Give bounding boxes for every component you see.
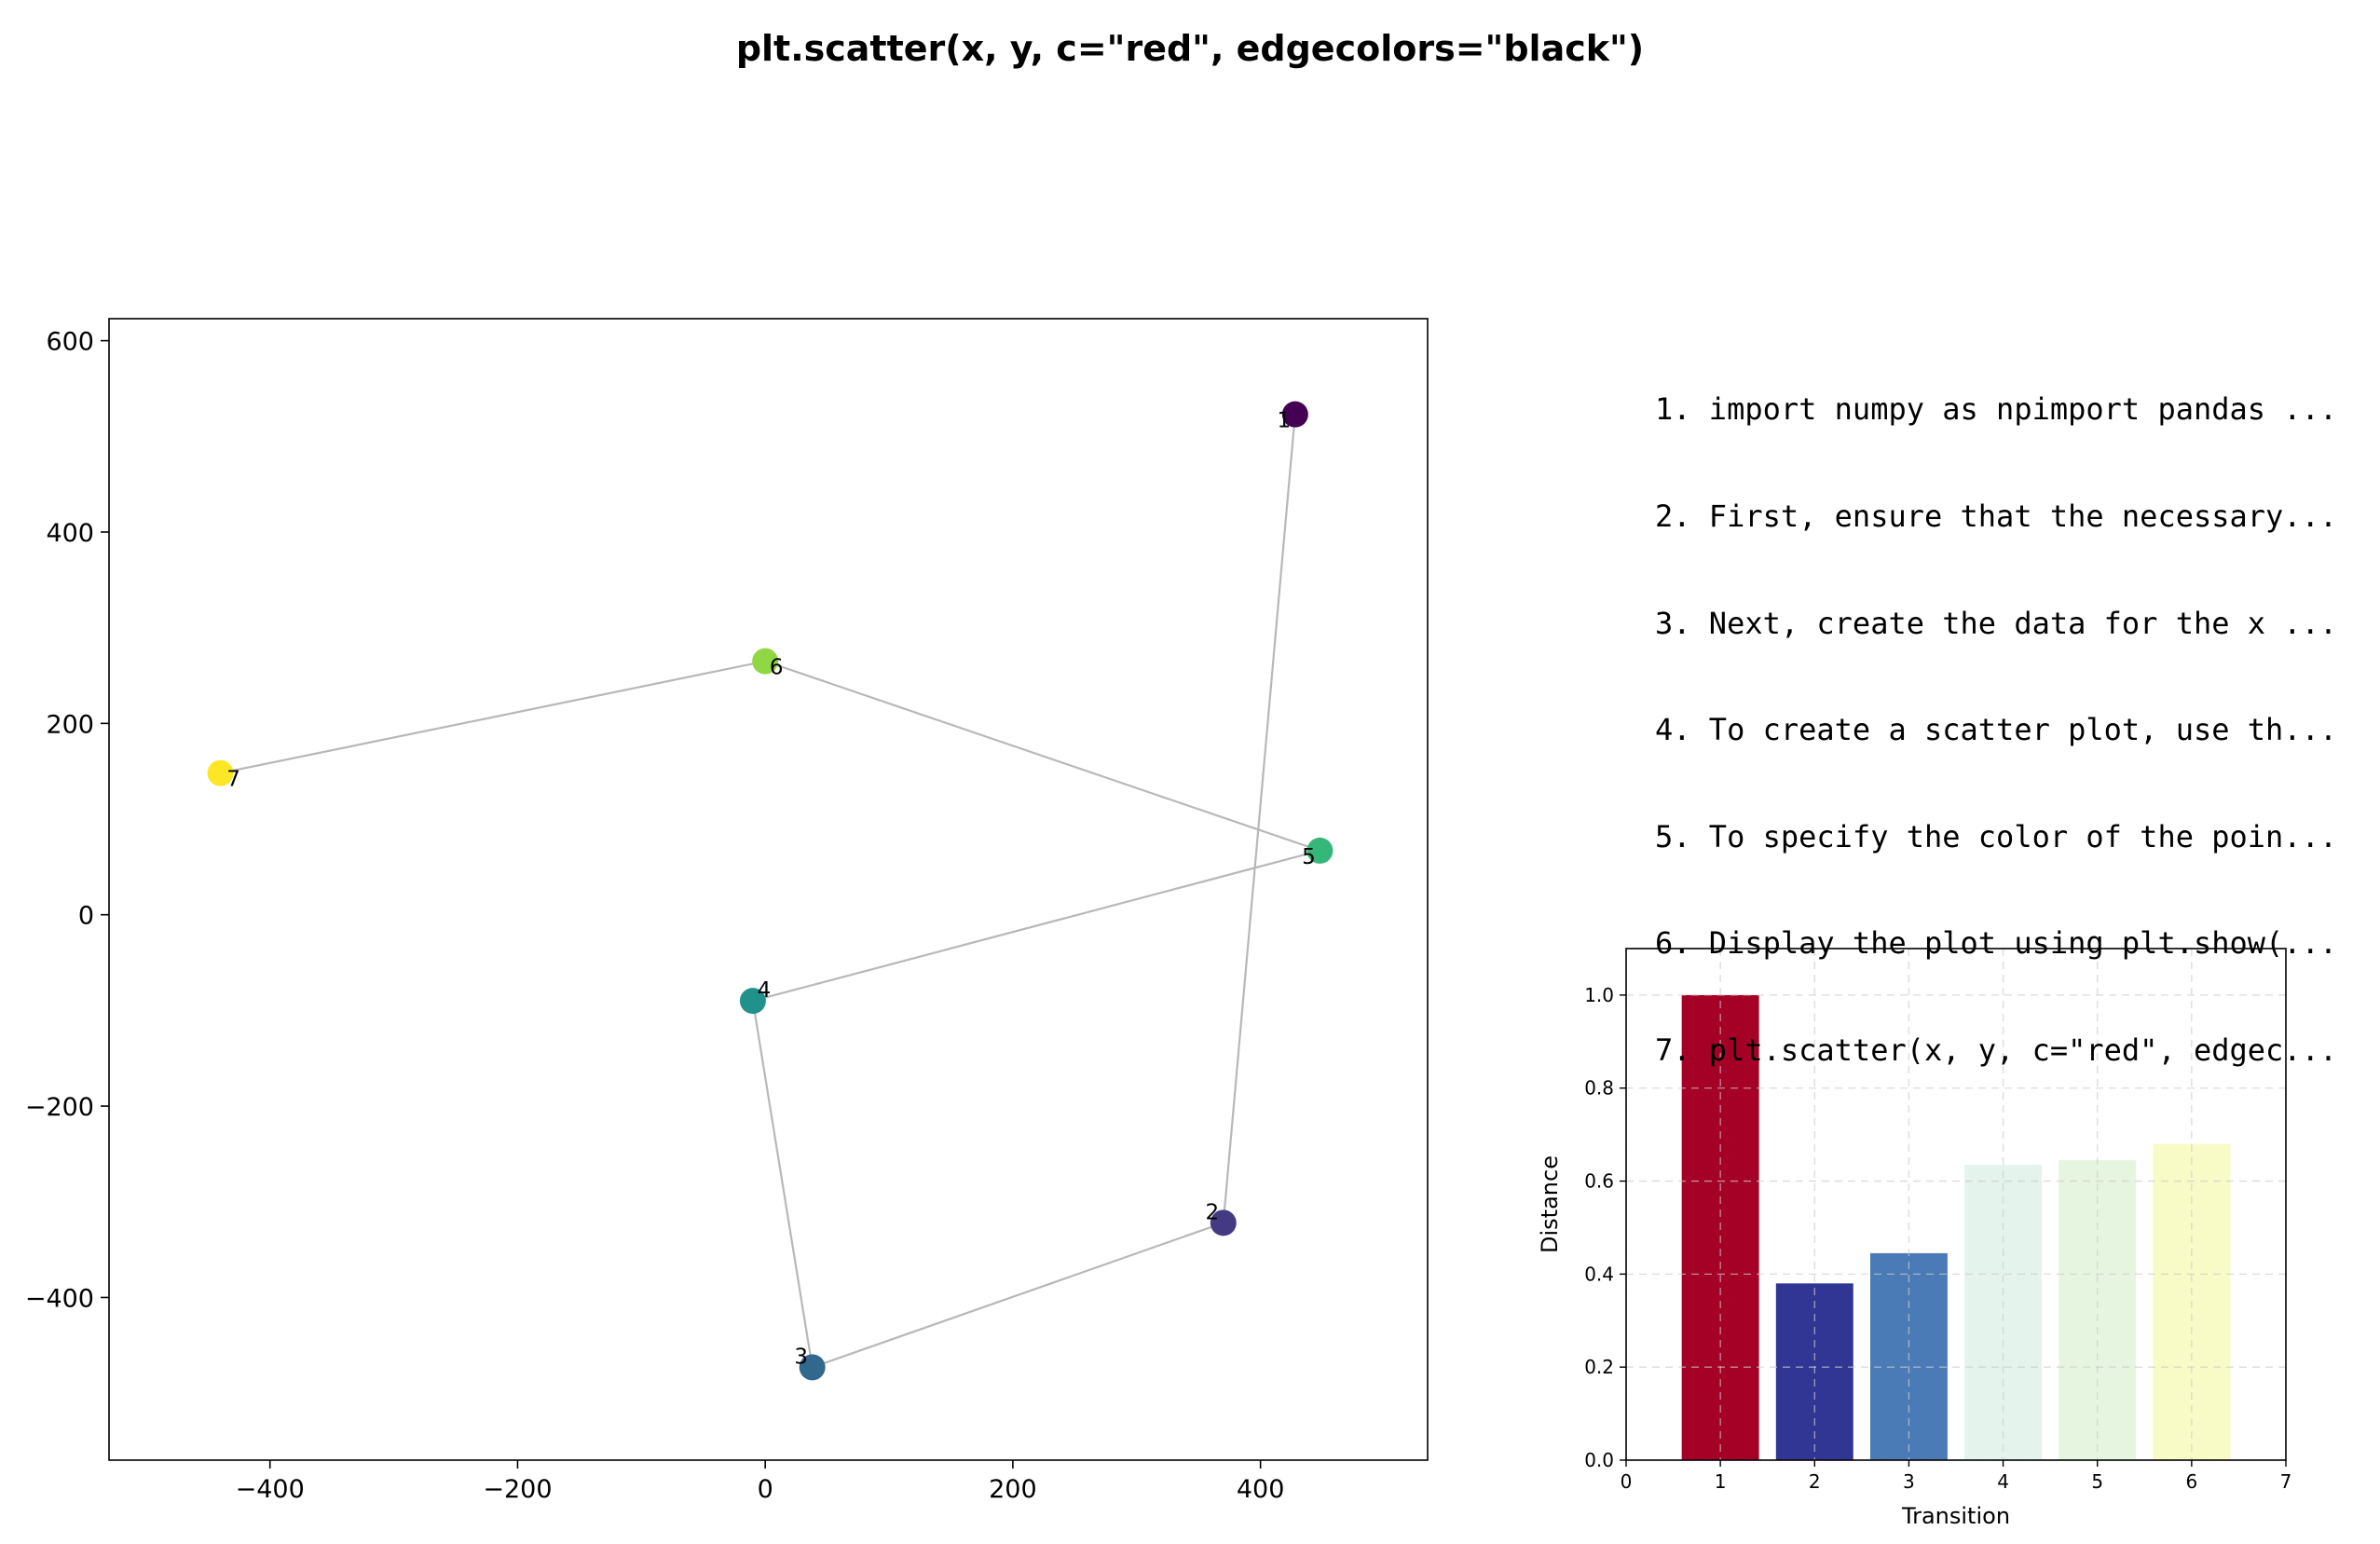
y-tick-label: 400 [46, 519, 94, 548]
scatter-point [1306, 837, 1334, 864]
point-label: 1 [1278, 409, 1292, 433]
step-line: 3. Next, create the data for the x ... [1655, 605, 2338, 641]
point-label: 7 [226, 768, 240, 792]
point-label: 2 [1205, 1200, 1219, 1224]
x-tick-label: −400 [236, 1475, 305, 1504]
bar-x-tick-label: 2 [1809, 1470, 1821, 1493]
step-line: 7. plt.scatter(x, y, c="red", edgec... [1655, 1032, 2338, 1069]
bar-axes-frame [1625, 948, 2287, 1461]
scatter-point [207, 759, 234, 786]
bar-y-tick-label: 0.2 [1584, 1356, 1614, 1378]
step-line: 4. To create a scatter plot, use th... [1655, 712, 2338, 748]
y-tick-label: 0 [78, 902, 94, 931]
bar-y-tick-label: 0.4 [1584, 1263, 1614, 1285]
y-tick-label: −200 [25, 1093, 94, 1122]
bar-y-tick-label: 0.8 [1584, 1077, 1614, 1100]
bar-x-tick-label: 4 [1997, 1470, 2009, 1493]
y-tick-label: 200 [46, 710, 94, 739]
step-line: 2. First, ensure that the necessary... [1655, 499, 2338, 535]
scatter-axes-frame [108, 318, 1429, 1461]
scatter-point [739, 988, 766, 1015]
x-tick-label: 0 [758, 1475, 773, 1504]
point-label: 5 [1302, 845, 1316, 869]
step-line: 6. Display the plot using plt.show(... [1655, 925, 2338, 962]
bar-x-tick-label: 7 [2280, 1470, 2292, 1493]
x-tick-label: 400 [1237, 1475, 1285, 1504]
y-tick-label: −400 [25, 1284, 94, 1313]
bar-y-axis-label: Distance [1537, 1155, 1563, 1253]
bar-x-axis-label: Transition [1901, 1503, 2010, 1529]
x-tick-label: 200 [989, 1475, 1037, 1504]
step-line: 5. To specify the color of the poin... [1655, 818, 2338, 854]
steps-panel: 1. import numpy as npimport pandas ... 2… [1655, 321, 2337, 1140]
bar [1964, 1165, 2043, 1460]
point-label: 6 [770, 656, 784, 680]
point-label: 3 [794, 1345, 808, 1369]
bar-x-tick-label: 5 [2091, 1470, 2103, 1493]
bar-y-tick-label: 0.0 [1584, 1449, 1614, 1471]
scatter-point [1281, 401, 1308, 428]
x-tick-label: −200 [483, 1475, 552, 1504]
y-tick-label: 600 [46, 328, 94, 357]
scatter-point [799, 1354, 826, 1381]
bar-x-tick-label: 3 [1903, 1470, 1915, 1493]
bar-y-tick-label: 0.6 [1584, 1170, 1614, 1193]
point-label: 4 [758, 978, 772, 1003]
step-line: 1. import numpy as npimport pandas ... [1655, 391, 2338, 428]
bar-x-tick-label: 0 [1621, 1470, 1633, 1493]
scatter-point [752, 648, 779, 675]
scatter-point [1210, 1209, 1237, 1237]
figure-title: plt.scatter(x, y, c="red", edgecolors="b… [735, 28, 1645, 69]
connecting-path [220, 414, 1324, 1369]
bar-x-tick-label: 1 [1715, 1470, 1727, 1493]
bar-x-tick-label: 6 [2185, 1470, 2197, 1493]
bar [2059, 1160, 2137, 1460]
bar-y-tick-label: 1.0 [1584, 984, 1614, 1006]
